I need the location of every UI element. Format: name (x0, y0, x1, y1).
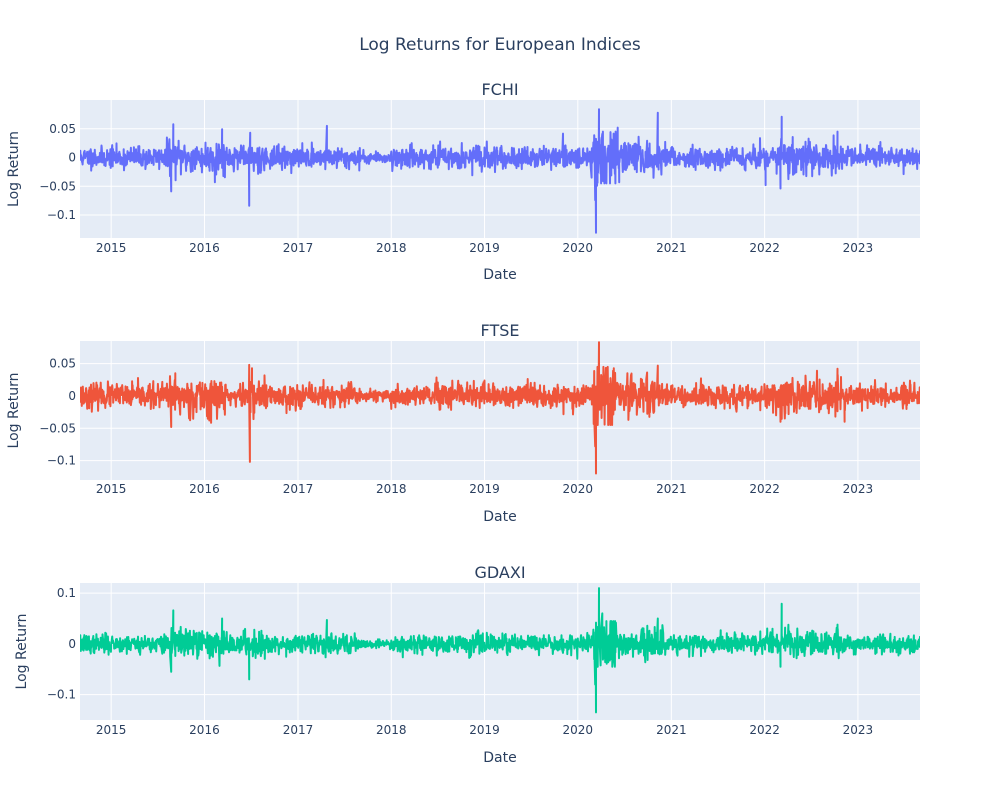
x-tick-label: 2022 (749, 723, 780, 737)
x-tick-label: 2023 (843, 723, 874, 737)
y-axis-title: Log Return (6, 131, 22, 207)
panel-subtitle: GDAXI (474, 563, 525, 582)
x-tick-label: 2017 (283, 241, 314, 255)
x-tick-label: 2018 (376, 482, 407, 496)
x-tick-label: 2019 (469, 482, 500, 496)
y-tick-label: 0.05 (49, 357, 76, 371)
y-tick-label: −0.1 (47, 688, 76, 702)
y-tick-label: −0.05 (39, 179, 76, 193)
x-tick-label: 2021 (656, 241, 687, 255)
x-tick-label: 2017 (283, 482, 314, 496)
x-tick-label: 2016 (189, 241, 220, 255)
chart-title: Log Returns for European Indices (359, 35, 641, 55)
x-tick-label: 2018 (376, 723, 407, 737)
y-tick-label: 0.05 (49, 122, 76, 136)
y-tick-label: 0.1 (57, 586, 76, 600)
series-line-ftse (80, 341, 920, 475)
x-tick-label: 2016 (189, 723, 220, 737)
x-tick-label: 2020 (563, 723, 594, 737)
y-tick-label: 0 (68, 389, 76, 403)
x-tick-label: 2017 (283, 723, 314, 737)
y-tick-label: −0.1 (47, 208, 76, 222)
x-tick-label: 2018 (376, 241, 407, 255)
x-tick-label: 2023 (843, 482, 874, 496)
y-tick-label: 0 (68, 637, 76, 651)
y-tick-label: −0.1 (47, 454, 76, 468)
x-tick-label: 2022 (749, 482, 780, 496)
panel-subtitle: FTSE (481, 321, 520, 340)
x-tick-label: 2021 (656, 723, 687, 737)
x-tick-label: 2015 (96, 241, 127, 255)
x-axis-title: Date (483, 267, 516, 283)
y-tick-label: −0.05 (39, 421, 76, 435)
x-tick-label: 2020 (563, 482, 594, 496)
x-tick-label: 2019 (469, 241, 500, 255)
x-axis-title: Date (483, 750, 516, 766)
panel-fchi: 2015 2016 2017 2018 2019 2020 2021 2022 2023 −0.1… (6, 80, 920, 283)
panel-ftse: 2015 2016 2017 2018 2019 2020 2021 2022 2023 −0.1… (6, 321, 920, 525)
x-tick-label: 2022 (749, 241, 780, 255)
x-tick-label: 2015 (96, 482, 127, 496)
x-tick-label: 2016 (189, 482, 220, 496)
x-tick-label: 2021 (656, 482, 687, 496)
x-tick-label: 2023 (843, 241, 874, 255)
x-tick-label: 2015 (96, 723, 127, 737)
x-tick-label: 2020 (563, 241, 594, 255)
series-line-gdaxi (80, 587, 920, 714)
y-tick-label: 0 (68, 151, 76, 165)
panel-subtitle: FCHI (481, 80, 518, 99)
x-tick-label: 2019 (469, 723, 500, 737)
panel-gdaxi: 2015 2016 2017 2018 2019 2020 2021 2022 2023 −0.1… (14, 563, 920, 766)
chart-panels: 2015 2016 2017 2018 2019 2020 2021 2022 2023 −0.1… (6, 80, 920, 766)
x-axis-title: Date (483, 509, 516, 525)
series-line-fchi (80, 108, 920, 234)
y-axis-title: Log Return (14, 614, 30, 690)
y-axis-title: Log Return (6, 373, 22, 449)
